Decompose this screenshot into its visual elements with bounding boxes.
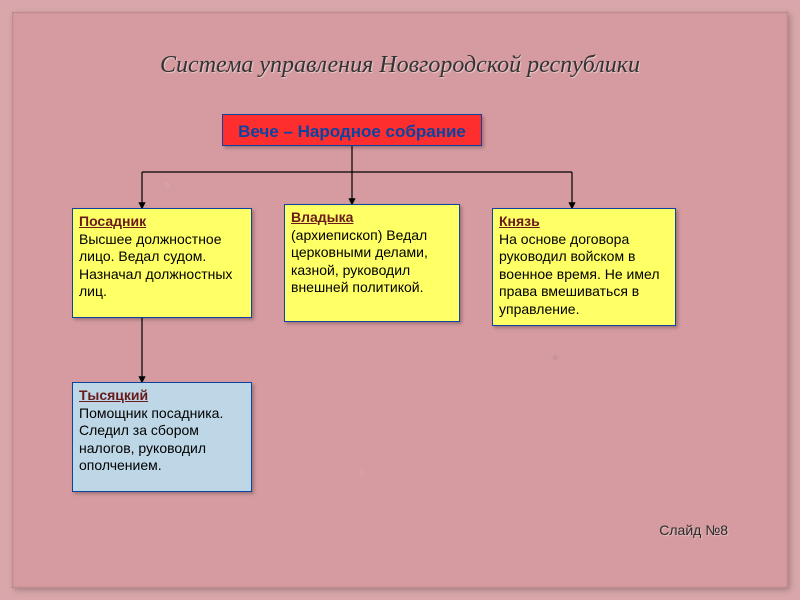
node-posadnik-body: Высшее должностное лицо. Ведал судом. На… [79,231,232,300]
node-veche: Вече – Народное собрание [222,114,482,146]
node-tysyatsky: Тысяцкий Помощник посадника. Следил за с… [72,382,252,492]
node-knyaz-heading: Князь [499,213,540,229]
node-tysyatsky-body: Помощник посадника. Следил за сбором нал… [79,405,223,474]
node-vladyka-heading: Владыка [291,209,353,225]
node-knyaz: Князь На основе договора руководил войск… [492,208,676,326]
slide-outer: Система управления Новгородской республи… [0,0,800,600]
node-vladyka: Владыка (архиепископ) Ведал церковными д… [284,204,460,322]
node-knyaz-body: На основе договора руководил войском в в… [499,231,660,317]
node-veche-text: Вече – Народное собрание [238,122,466,141]
slide-title: Система управления Новгородской республи… [12,52,788,79]
node-tysyatsky-heading: Тысяцкий [79,387,148,403]
slide-canvas: Система управления Новгородской республи… [12,12,788,588]
node-vladyka-body: (архиепископ) Ведал церковными делами, к… [291,227,428,296]
slide-number: Слайд №8 [659,522,728,538]
node-posadnik: Посадник Высшее должностное лицо. Ведал … [72,208,252,318]
node-posadnik-heading: Посадник [79,213,146,229]
